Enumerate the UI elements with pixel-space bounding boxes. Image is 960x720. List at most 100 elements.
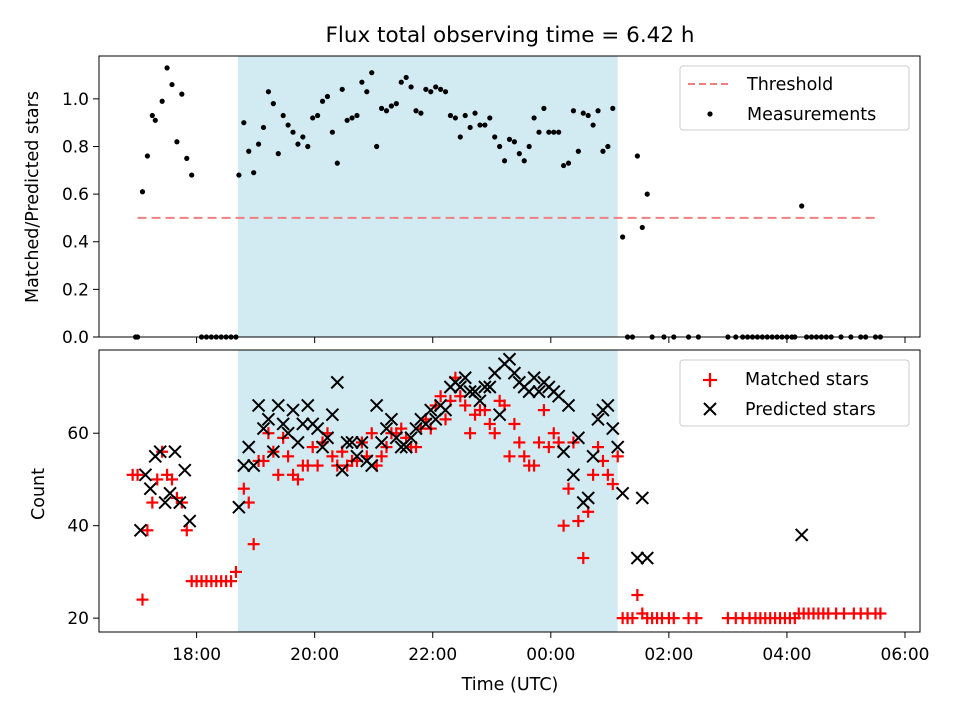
measurement-point bbox=[556, 129, 562, 135]
measurement-point bbox=[452, 115, 458, 121]
matched-star-point bbox=[282, 450, 295, 463]
measurement-point bbox=[184, 155, 190, 161]
measurement-point bbox=[799, 203, 805, 209]
measurement-point bbox=[442, 89, 449, 95]
measurement-point bbox=[344, 117, 350, 123]
measurement-point bbox=[526, 143, 532, 150]
measurement-point bbox=[423, 86, 429, 92]
x-tick-label: 00:00 bbox=[526, 645, 575, 665]
predicted-star-point bbox=[266, 444, 281, 459]
matched-star-point bbox=[557, 519, 570, 532]
measurement-point bbox=[265, 89, 272, 95]
predicted-star-point bbox=[384, 412, 399, 427]
bottom-y-tick-label: 20 bbox=[67, 609, 89, 629]
measurement-point bbox=[236, 172, 242, 178]
predicted-star-point bbox=[301, 398, 315, 413]
predicted-star-point bbox=[483, 380, 497, 394]
predicted-star-point bbox=[183, 514, 197, 528]
x-tick-label: 18:00 bbox=[172, 645, 221, 665]
matched-star-point bbox=[229, 565, 242, 578]
top-x-tick-marks bbox=[196, 337, 906, 343]
measurement-point bbox=[595, 108, 601, 114]
matched-star-point bbox=[166, 473, 179, 486]
measurement-point bbox=[585, 112, 591, 119]
measurement-point bbox=[408, 84, 414, 90]
bottom-x-ticks: 18:00 20:00 22:00 00:00 02:00 04:00 06:00 bbox=[172, 632, 930, 665]
matched-star-point bbox=[631, 589, 644, 602]
predicted-star-point bbox=[261, 412, 276, 427]
matched-star-point bbox=[156, 445, 169, 458]
measurement-point bbox=[339, 86, 345, 92]
measurement-point bbox=[462, 112, 468, 119]
x-tick-label: 06:00 bbox=[881, 645, 930, 665]
predicted-star-point bbox=[365, 458, 379, 473]
measurement-point bbox=[575, 148, 581, 154]
bottom-axes-frame bbox=[98, 349, 921, 633]
predicted-star-point bbox=[478, 380, 492, 394]
top-y-axis-label: Matched/Predicted stars bbox=[23, 91, 43, 303]
measurement-point bbox=[511, 139, 517, 145]
predicted-star-point bbox=[492, 408, 507, 422]
top-y-ticks: 0.0 0.2 0.4 0.6 0.8 1.0 bbox=[62, 90, 99, 348]
measurement-point bbox=[536, 129, 542, 135]
matched-star-point bbox=[537, 404, 550, 417]
predicted-star-point bbox=[586, 449, 600, 464]
measurement-point bbox=[374, 143, 380, 150]
measurement-point bbox=[590, 122, 596, 128]
measurement-points bbox=[132, 65, 884, 340]
predicted-star-point bbox=[630, 551, 645, 565]
matched-star-point bbox=[237, 482, 250, 495]
measurement-point bbox=[315, 112, 321, 119]
measurement-point bbox=[605, 143, 611, 150]
measurement-point bbox=[383, 108, 390, 114]
top-y-tick-label: 0.2 bbox=[62, 280, 89, 300]
predicted-star-point bbox=[350, 449, 364, 464]
predicted-star-point bbox=[340, 435, 354, 450]
predicted-star-point bbox=[581, 491, 595, 505]
measurement-point bbox=[393, 101, 399, 107]
matched-star-point bbox=[131, 468, 144, 481]
measurement-point bbox=[359, 79, 365, 85]
predicted-star-point bbox=[571, 431, 586, 445]
legend-predicted-label: Predicted stars bbox=[745, 400, 876, 420]
observing-window-shade bbox=[237, 56, 618, 337]
measurement-point bbox=[295, 141, 301, 147]
measurement-point bbox=[275, 151, 281, 157]
predicted-star-point bbox=[374, 435, 389, 450]
top-legend-box bbox=[679, 65, 910, 131]
top-y-tick-label: 0.4 bbox=[62, 233, 89, 253]
top-panel: 0.0 0.2 0.4 0.6 0.8 1.0 Matched/Predicted sta… bbox=[23, 55, 921, 348]
measurement-point bbox=[241, 120, 247, 126]
predicted-star-point bbox=[399, 440, 413, 454]
matched-star-point bbox=[874, 607, 887, 620]
measurement-point bbox=[349, 115, 355, 121]
measurement-point bbox=[501, 158, 508, 164]
matched-star-point bbox=[136, 593, 149, 606]
measurement-point bbox=[329, 129, 335, 135]
measurement-point bbox=[255, 141, 262, 147]
measurement-point bbox=[169, 81, 175, 88]
matched-star-point bbox=[365, 427, 378, 440]
measurement-point bbox=[433, 84, 439, 90]
measurement-point bbox=[639, 224, 645, 231]
measurement-point bbox=[403, 74, 409, 81]
bottom-legend: Matched stars Predicted stars bbox=[679, 359, 910, 427]
measurement-point bbox=[580, 110, 586, 116]
predicted-star-point bbox=[606, 421, 620, 436]
matched-star-point bbox=[601, 468, 614, 481]
matched-star-point bbox=[272, 468, 285, 481]
predicted-star-point bbox=[232, 500, 246, 514]
measurement-point bbox=[388, 103, 395, 109]
predicted-star-point bbox=[591, 412, 605, 427]
predicted-star-point bbox=[522, 384, 536, 399]
legend-measurements-swatch bbox=[707, 111, 713, 117]
measurement-point bbox=[189, 172, 195, 178]
measurement-point bbox=[521, 158, 527, 164]
matched-star-point bbox=[606, 478, 619, 491]
matched-star-point bbox=[247, 538, 260, 551]
measurement-point bbox=[319, 98, 326, 104]
predicted-star-point bbox=[153, 444, 167, 459]
measurement-point bbox=[310, 115, 316, 121]
measurement-point bbox=[369, 70, 375, 76]
